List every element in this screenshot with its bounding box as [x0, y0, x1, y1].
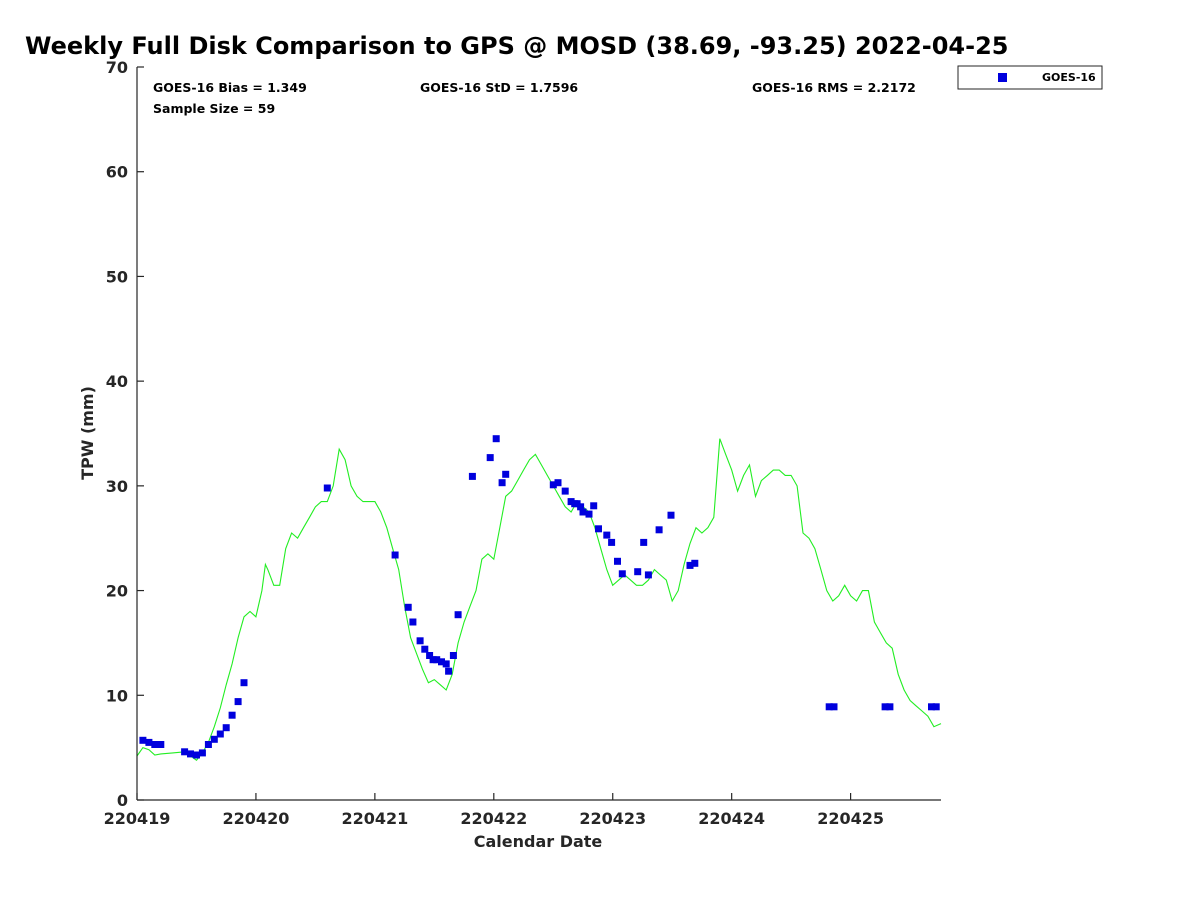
- goes16-point: [210, 735, 218, 743]
- std-stat: GOES-16 StD = 1.7596: [420, 80, 578, 95]
- goes16-point: [240, 679, 248, 687]
- goes16-point: [932, 703, 940, 711]
- y-axis-ticks: 0 10 20 30 40 50 60 70: [106, 58, 144, 810]
- goes16-point: [644, 571, 652, 579]
- goes16-point: [579, 508, 587, 516]
- goes16-point: [426, 652, 434, 659]
- goes16-point: [502, 470, 510, 478]
- y-tick-label: 20: [106, 582, 128, 601]
- y-tick-label: 70: [106, 58, 128, 77]
- y-axis-label: TPW (mm): [78, 386, 97, 480]
- legend-label-goes16: GOES-16: [1042, 71, 1096, 84]
- y-tick-label: 50: [106, 267, 128, 286]
- goes16-point: [181, 748, 189, 756]
- goes16-point: [198, 749, 206, 757]
- goes16-point: [640, 538, 648, 546]
- x-tick-label: 220423: [579, 809, 646, 828]
- goes16-point: [881, 703, 889, 711]
- goes16-point: [433, 656, 441, 664]
- goes16-point: [590, 502, 598, 510]
- legend: GOES-16: [957, 65, 1103, 90]
- goes16-point: [421, 645, 429, 653]
- x-tick-label: 220421: [341, 809, 408, 828]
- goes16-point: [442, 660, 450, 668]
- goes16-point: [216, 730, 224, 738]
- goes16-point: [691, 559, 699, 567]
- goes16-point: [409, 618, 417, 626]
- goes16-point: [187, 750, 194, 758]
- goes16-point: [204, 741, 212, 748]
- goes16-point: [492, 435, 500, 443]
- goes16-point: [830, 703, 838, 711]
- goes16-point: [323, 484, 331, 492]
- goes16-point: [139, 736, 147, 744]
- goes16-point: [595, 525, 602, 533]
- goes16-point: [438, 658, 445, 666]
- goes16-point: [928, 703, 935, 711]
- goes16-point: [145, 738, 153, 746]
- goes16-point: [554, 479, 562, 487]
- legend-marker-goes16: [998, 73, 1007, 82]
- goes16-point: [577, 503, 585, 511]
- x-tick-label: 220420: [223, 809, 290, 828]
- goes16-point: [429, 656, 437, 664]
- goes16-point: [234, 698, 242, 706]
- chart-title: Weekly Full Disk Comparison to GPS @ MOS…: [25, 32, 1008, 60]
- goes16-point: [404, 603, 412, 611]
- goes16-point: [445, 667, 453, 675]
- rms-stat: GOES-16 RMS = 2.2172: [752, 80, 916, 95]
- x-tick-label: 220422: [460, 809, 527, 828]
- goes16-point: [193, 751, 200, 759]
- goes16-point: [655, 526, 663, 534]
- x-tick-label: 220419: [104, 809, 171, 828]
- goes16-point: [486, 454, 494, 462]
- x-axis-ticks: 220419 220420 220421 220422 220423 220424 2204…: [104, 793, 884, 828]
- goes16-point: [391, 551, 399, 559]
- y-tick-label: 0: [117, 791, 128, 810]
- legend-box: [957, 65, 1103, 90]
- y-tick-label: 40: [106, 372, 128, 391]
- goes16-point: [608, 538, 616, 546]
- goes16-point: [157, 741, 165, 748]
- x-tick-label: 220425: [817, 809, 884, 828]
- goes16-point: [468, 472, 476, 480]
- goes16-point: [561, 487, 569, 495]
- y-tick-label: 30: [106, 477, 128, 496]
- goes16-point: [498, 479, 506, 487]
- x-tick-label: 220424: [698, 809, 765, 828]
- goes16-point: [886, 703, 894, 711]
- goes16-point: [416, 637, 424, 645]
- goes16-point: [585, 510, 593, 518]
- goes16-point: [151, 741, 159, 748]
- y-tick-label: 10: [106, 686, 128, 705]
- goes16-point: [603, 531, 611, 539]
- plot-area: [136, 435, 942, 761]
- y-tick-label: 60: [106, 163, 128, 182]
- goes16-point: [228, 711, 236, 719]
- goes16-series: [139, 435, 940, 759]
- goes16-point: [222, 724, 230, 732]
- goes16-point: [634, 568, 642, 576]
- gps-series: [136, 438, 942, 761]
- goes16-point: [614, 557, 621, 565]
- goes16-point: [449, 652, 457, 659]
- goes16-point: [686, 561, 694, 569]
- goes16-point: [618, 570, 626, 578]
- gps-line: [136, 438, 942, 761]
- bias-stat: GOES-16 Bias = 1.349: [153, 80, 307, 95]
- goes16-point: [454, 611, 462, 619]
- goes16-point: [567, 498, 575, 506]
- x-axis-label: Calendar Date: [474, 832, 603, 851]
- sample-size-stat: Sample Size = 59: [153, 101, 275, 116]
- goes16-point: [549, 481, 557, 489]
- goes16-point: [667, 511, 675, 519]
- goes16-point: [825, 703, 833, 711]
